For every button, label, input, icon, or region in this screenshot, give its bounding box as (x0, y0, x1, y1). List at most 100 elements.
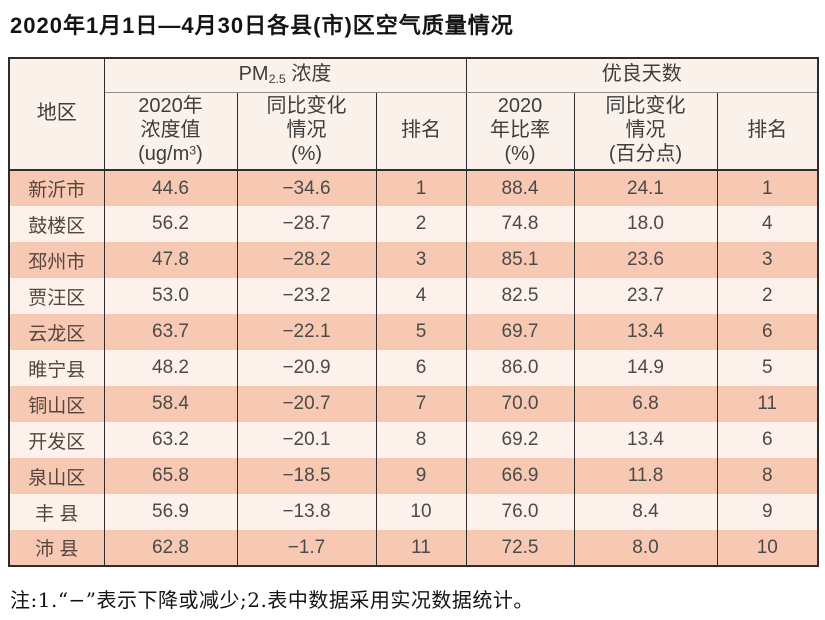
region-cell: 邳州市 (8, 242, 105, 278)
value-cell: 82.5 (465, 278, 575, 314)
table-row: 睢宁县 48.2 −20.9 6 86.0 14.9 5 (8, 350, 819, 386)
pm-value-unit-sup: 3 (189, 142, 197, 157)
value-cell: 86.0 (465, 350, 575, 386)
value-cell: 8.4 (573, 494, 718, 530)
value-cell: 13.4 (573, 314, 718, 350)
value-cell: 3 (716, 242, 819, 278)
value-cell: 8 (375, 422, 467, 458)
region-cell: 铜山区 (8, 386, 105, 422)
table-row: 贾汪区 53.0 −23.2 4 82.5 23.7 2 (8, 278, 819, 314)
value-cell: 63.2 (103, 422, 238, 458)
header-pm-rank: 排名 (375, 92, 467, 171)
value-cell: 66.9 (465, 458, 575, 494)
region-cell: 新沂市 (8, 170, 105, 206)
value-cell: 8 (716, 458, 819, 494)
good-ratio-line1: 2020 (497, 95, 543, 118)
value-cell: 70.0 (465, 386, 575, 422)
value-cell: 62.8 (103, 530, 238, 566)
value-cell: 11 (375, 530, 467, 566)
value-cell: 56.2 (103, 206, 238, 242)
header-good-change: 同比变化 情况 (百分点) (573, 92, 718, 171)
value-cell: 7 (375, 386, 467, 422)
value-cell: −28.2 (236, 242, 377, 278)
header-pm-change: 同比变化 情况 (%) (236, 92, 377, 171)
table-row: 新沂市 44.6 −34.6 1 88.4 24.1 1 (8, 170, 819, 206)
value-cell: 6 (375, 350, 467, 386)
table-row: 沛 县 62.8 −1.7 11 72.5 8.0 10 (8, 530, 819, 566)
value-cell: −20.1 (236, 422, 377, 458)
value-cell: 14.9 (573, 350, 718, 386)
pm-change-line1: 同比变化 (266, 95, 347, 118)
header-good-rank: 排名 (716, 92, 819, 171)
region-cell: 云龙区 (8, 314, 105, 350)
table-row: 开发区 63.2 −20.1 8 69.2 13.4 6 (8, 422, 819, 458)
value-cell: 11.8 (573, 458, 718, 494)
value-cell: −28.7 (236, 206, 377, 242)
value-cell: 69.7 (465, 314, 575, 350)
value-cell: 72.5 (465, 530, 575, 566)
value-cell: 85.1 (465, 242, 575, 278)
value-cell: 1 (375, 170, 467, 206)
value-cell: 8.0 (573, 530, 718, 566)
pm-value-unit-prefix: (ug/m (138, 142, 190, 165)
value-cell: −13.8 (236, 494, 377, 530)
value-cell: 24.1 (573, 170, 718, 206)
value-cell: 69.2 (465, 422, 575, 458)
pm25-label-subscript: 2.5 (268, 72, 286, 87)
region-cell: 开发区 (8, 422, 105, 458)
value-cell: 76.0 (465, 494, 575, 530)
article-page: 2020年1月1日—4月30日各县(市)区空气质量情况 地区 PM2.5 浓度 … (0, 8, 825, 620)
value-cell: 5 (375, 314, 467, 350)
pm-value-unit: (ug/m3) (105, 143, 237, 167)
value-cell: 44.6 (103, 170, 238, 206)
table-row: 泉山区 65.8 −18.5 9 66.9 11.8 8 (8, 458, 819, 494)
value-cell: −23.2 (236, 278, 377, 314)
table-footnote: 注:1.“−”表示下降或减少;2.表中数据采用实况数据统计。 (10, 588, 534, 612)
good-change-line1: 同比变化 (605, 95, 686, 118)
header-pm25-group: PM2.5 浓度 (103, 58, 467, 93)
table-row: 丰 县 56.9 −13.8 10 76.0 8.4 9 (8, 494, 819, 530)
value-cell: 11 (716, 386, 819, 422)
page-title: 2020年1月1日—4月30日各县(市)区空气质量情况 (10, 13, 514, 38)
value-cell: 56.9 (103, 494, 238, 530)
pm-value-line1: 2020年 (138, 95, 203, 118)
value-cell: −20.7 (236, 386, 377, 422)
value-cell: 23.6 (573, 242, 718, 278)
table-body: 新沂市 44.6 −34.6 1 88.4 24.1 1 鼓楼区 56.2 −2… (8, 170, 819, 566)
value-cell: −34.6 (236, 170, 377, 206)
good-ratio-line2: 年比率 (490, 118, 550, 141)
table-row: 云龙区 63.7 −22.1 5 69.7 13.4 6 (8, 314, 819, 350)
value-cell: 1 (716, 170, 819, 206)
pm-change-line3: (%) (290, 142, 323, 165)
value-cell: 53.0 (103, 278, 238, 314)
pm-value-line2: 浓度值 (140, 118, 201, 141)
pm25-label-suffix: 浓度 (285, 63, 332, 86)
value-cell: 10 (375, 494, 467, 530)
table-row: 邳州市 47.8 −28.2 3 85.1 23.6 3 (8, 242, 819, 278)
value-cell: 6.8 (573, 386, 718, 422)
value-cell: 9 (716, 494, 819, 530)
air-quality-table: 地区 PM2.5 浓度 优良天数 2020年 浓度值 (ug/m3) 同比变化 … (8, 57, 820, 567)
pm-change-line2: 情况 (286, 118, 327, 141)
value-cell: −22.1 (236, 314, 377, 350)
value-cell: 48.2 (103, 350, 238, 386)
region-cell: 丰 县 (8, 494, 105, 530)
value-cell: 18.0 (573, 206, 718, 242)
value-cell: 2 (375, 206, 467, 242)
region-cell: 沛 县 (8, 530, 105, 566)
table-row: 鼓楼区 56.2 −28.7 2 74.8 18.0 4 (8, 206, 819, 242)
header-region: 地区 (8, 58, 105, 171)
value-cell: 88.4 (465, 170, 575, 206)
value-cell: 13.4 (573, 422, 718, 458)
value-cell: 4 (716, 206, 819, 242)
value-cell: 6 (716, 314, 819, 350)
table-header: 地区 PM2.5 浓度 优良天数 2020年 浓度值 (ug/m3) 同比变化 … (8, 58, 819, 171)
header-good-days-group: 优良天数 (465, 58, 819, 93)
value-cell: 65.8 (103, 458, 238, 494)
value-cell: 3 (375, 242, 467, 278)
good-change-line3: (百分点) (608, 142, 683, 165)
value-cell: 74.8 (465, 206, 575, 242)
header-group-row: 地区 PM2.5 浓度 优良天数 (8, 58, 819, 171)
value-cell: 2 (716, 278, 819, 314)
table-row: 铜山区 58.4 −20.7 7 70.0 6.8 11 (8, 386, 819, 422)
